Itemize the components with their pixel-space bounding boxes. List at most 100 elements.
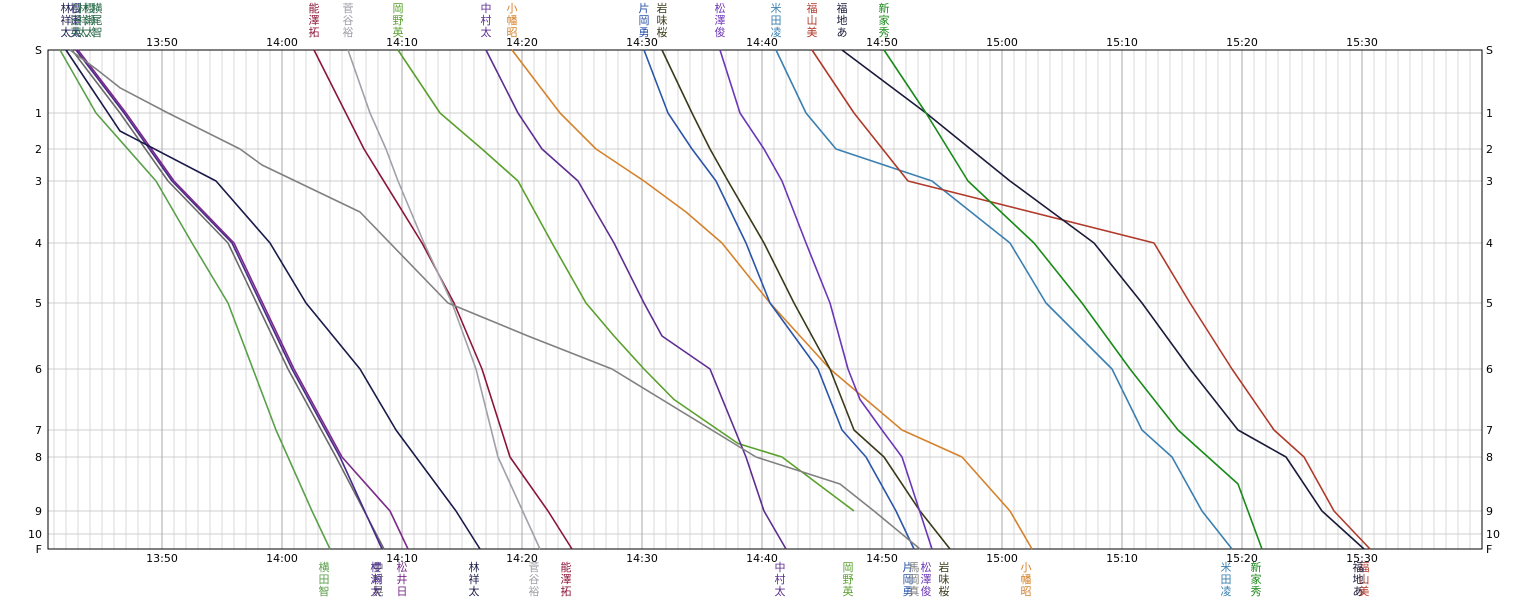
y-tick-label: 8	[1486, 451, 1493, 464]
runner-label-char: 山	[807, 14, 818, 27]
runner-label-char: 太	[85, 26, 96, 39]
series-line	[347, 49, 541, 550]
runner-label-char: 村	[775, 572, 786, 586]
series-line	[65, 49, 481, 550]
runner-label-char: 太	[775, 585, 786, 598]
x-tick-label: 14:30	[626, 36, 658, 49]
y-tick-label: 1	[35, 107, 42, 120]
runner-label-char: 裕	[529, 585, 540, 598]
series-line	[485, 49, 787, 550]
runner-label-char: 中	[373, 561, 384, 574]
runner-label-char: 太	[61, 26, 72, 39]
runner-label-char: 瀬	[371, 572, 382, 586]
y-tick-label: 5	[35, 297, 42, 310]
runner-label-char: 拓	[309, 25, 320, 39]
runner-label-char: 横	[319, 560, 330, 574]
x-tick-label: 14:10	[386, 552, 418, 565]
runner-lines	[59, 49, 1371, 550]
y-tick-label: F	[1486, 543, 1492, 556]
runner-label-char: 中	[775, 561, 786, 574]
runner-label-char: 祥	[78, 13, 89, 27]
runner-label-char: 野	[843, 573, 854, 586]
runner-label-char: 太	[481, 26, 492, 39]
runner-label-char: 石	[71, 2, 82, 15]
runner-label-char: 地	[1353, 573, 1364, 586]
runner-label-char: 拓	[561, 584, 572, 598]
runner-label-char: 凌	[771, 25, 782, 39]
runner-label-char: 小	[1021, 561, 1032, 574]
y-tick-label: 9	[1486, 505, 1493, 518]
series-line	[883, 49, 1263, 550]
series-line	[811, 49, 1371, 550]
x-tick-label: 15:00	[986, 552, 1018, 565]
runner-label-char: 岩	[939, 560, 950, 574]
y-tick-label: 3	[35, 175, 42, 188]
runner-label-char: 美	[807, 26, 818, 39]
y-tick-label: 5	[1486, 297, 1493, 310]
runner-label-char: 家	[879, 13, 890, 27]
runner-label-char: 晃	[373, 585, 384, 598]
x-tick-label: 15:10	[1106, 552, 1138, 565]
runner-label-char: 勇	[639, 26, 650, 39]
runner-label-char: 井	[397, 572, 408, 586]
runner-label-char: あ	[1353, 585, 1364, 598]
runner-label-char: 裕	[343, 26, 354, 39]
runner-label-char: 桜	[657, 25, 668, 39]
x-tick-labels-top: 13:50 14:00 14:10 14:20 14:30 14:40 14:50 15:00…	[146, 36, 1378, 49]
x-tick-label: 14:10	[386, 36, 418, 49]
runner-label-char: 英	[393, 25, 404, 39]
runner-label-char: 俊	[921, 584, 932, 598]
runner-label-char: 村	[373, 572, 384, 586]
runner-labels-top: 能澤拓菅谷裕岡野英中村太小幡昭片岡勇岩味桜松澤俊米田凌福山美福地あ新家秀櫻瀬太林…	[61, 1, 890, 39]
x-tick-label: 15:30	[1346, 552, 1378, 565]
y-tick-label: 1	[1486, 107, 1493, 120]
y-tick-label: 3	[1486, 175, 1493, 188]
x-tick-label: 14:00	[266, 36, 298, 49]
runner-label-char: 太	[78, 26, 89, 39]
runner-label-char: 櫻	[85, 1, 96, 15]
runner-label-char: 村	[481, 13, 492, 27]
y-tick-label: 7	[35, 424, 42, 437]
series-line	[313, 49, 573, 550]
y-tick-labels-left: S 1 2 3 4 5 6 7 8 9 10 F	[28, 44, 42, 556]
series-line	[69, 49, 921, 550]
runner-label-char: 松	[921, 560, 932, 574]
runner-label-char: 岡	[393, 2, 404, 15]
runner-label-char: 横	[92, 1, 103, 15]
y-tick-label: 4	[1486, 237, 1493, 250]
runner-label-char: 美	[1359, 585, 1370, 598]
runner-label-char: 幡	[507, 13, 518, 27]
runner-label-char: 片	[639, 2, 650, 15]
y-tick-label: 9	[35, 505, 42, 518]
x-tick-label: 13:50	[146, 552, 178, 565]
runner-label-char: 凌	[1221, 584, 1232, 598]
runner-label-char: 松	[715, 1, 726, 15]
runner-label-char: 林	[469, 560, 480, 574]
series-line	[397, 49, 855, 512]
series-line	[59, 49, 331, 550]
series-line	[77, 49, 409, 550]
runner-label-char: 太	[371, 585, 382, 598]
series-line	[71, 49, 385, 550]
runner-label-char: 櫻	[371, 560, 382, 574]
runner-label-char: 福	[807, 1, 818, 15]
runner-label-char: 澤	[309, 14, 320, 27]
y-tick-label: 6	[1486, 363, 1493, 376]
series-line	[643, 49, 915, 550]
runner-label-char: 福	[1353, 560, 1364, 574]
runner-label-char: 家	[1251, 572, 1262, 586]
runner-label-char: 秀	[879, 26, 890, 39]
runner-label-char: 林	[61, 1, 72, 15]
y-tick-label: 2	[35, 143, 42, 156]
runner-label-char: 野	[393, 14, 404, 27]
runner-label-char: 櫻	[71, 1, 82, 15]
x-tick-label: 15:20	[1226, 36, 1258, 49]
runner-label-char: 瀬	[71, 13, 82, 27]
series-line	[661, 49, 951, 550]
y-tick-label: 6	[35, 363, 42, 376]
series-line	[719, 49, 933, 550]
runner-label-char: 祥	[469, 572, 480, 586]
x-tick-label: 14:50	[866, 36, 898, 49]
runner-label-char: 米	[771, 2, 782, 15]
runner-label-char: 山	[1359, 573, 1370, 586]
